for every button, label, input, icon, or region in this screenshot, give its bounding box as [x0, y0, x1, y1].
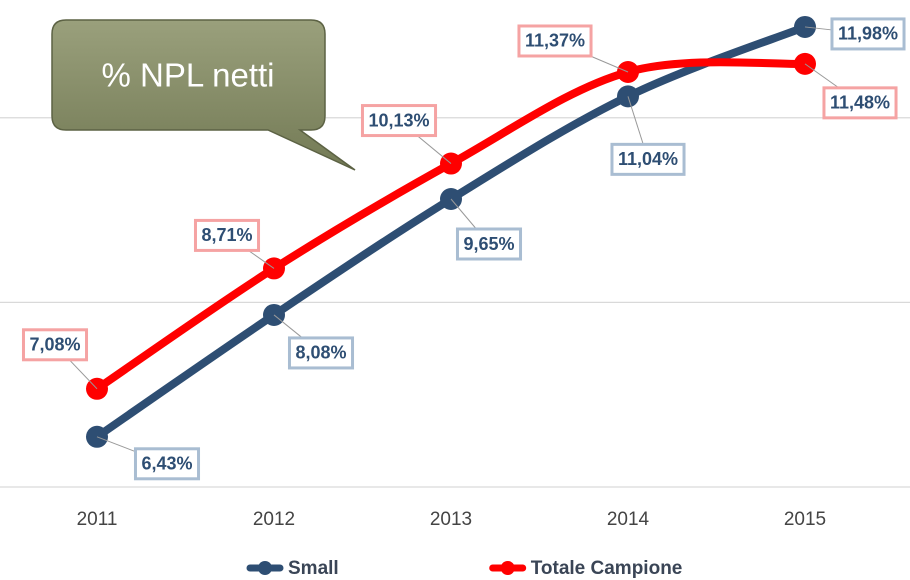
value-label: 11,37% [525, 31, 585, 51]
value-label: 11,48% [830, 93, 890, 113]
legend-dot [258, 561, 272, 575]
label-box [21, 328, 89, 362]
value-labels: 6,43% 8,08% 9,65% 11,04% 11,98% 7,08% 8,71% 10,… [21, 17, 906, 481]
legend: Small Totale Campione [246, 558, 683, 579]
label-box [193, 218, 261, 252]
callout: % NPL netti [51, 19, 356, 171]
value-label: 10,13% [368, 110, 429, 130]
x-tick-label: 2012 [253, 509, 295, 530]
value-label: 11,98% [838, 24, 898, 44]
callout-text: % NPL netti [101, 57, 274, 94]
label-box [133, 447, 201, 481]
label-box [822, 86, 898, 120]
value-label: 8,08% [295, 343, 346, 363]
value-label: 11,04% [618, 149, 678, 169]
x-tick-label: 2011 [77, 509, 118, 530]
x-tick-label: 2013 [430, 509, 472, 530]
legend-dot [500, 561, 515, 575]
label-box [610, 142, 686, 176]
value-label: 7,08% [29, 335, 80, 355]
value-label: 8,71% [201, 225, 252, 245]
legend-label: Small [288, 558, 339, 579]
x-tick-label: 2014 [607, 509, 650, 530]
label-box [830, 17, 906, 51]
value-label: 6,43% [141, 454, 192, 474]
label-box [517, 24, 593, 58]
label-box [360, 104, 438, 138]
callout-bubble [51, 19, 356, 171]
x-tick-label: 2015 [784, 509, 826, 530]
x-axis: 2011 2012 2013 2014 2015 [77, 509, 827, 530]
label-box [455, 227, 523, 261]
legend-label: Totale Campione [531, 558, 683, 579]
value-label: 9,65% [463, 234, 514, 254]
label-box [287, 336, 355, 370]
